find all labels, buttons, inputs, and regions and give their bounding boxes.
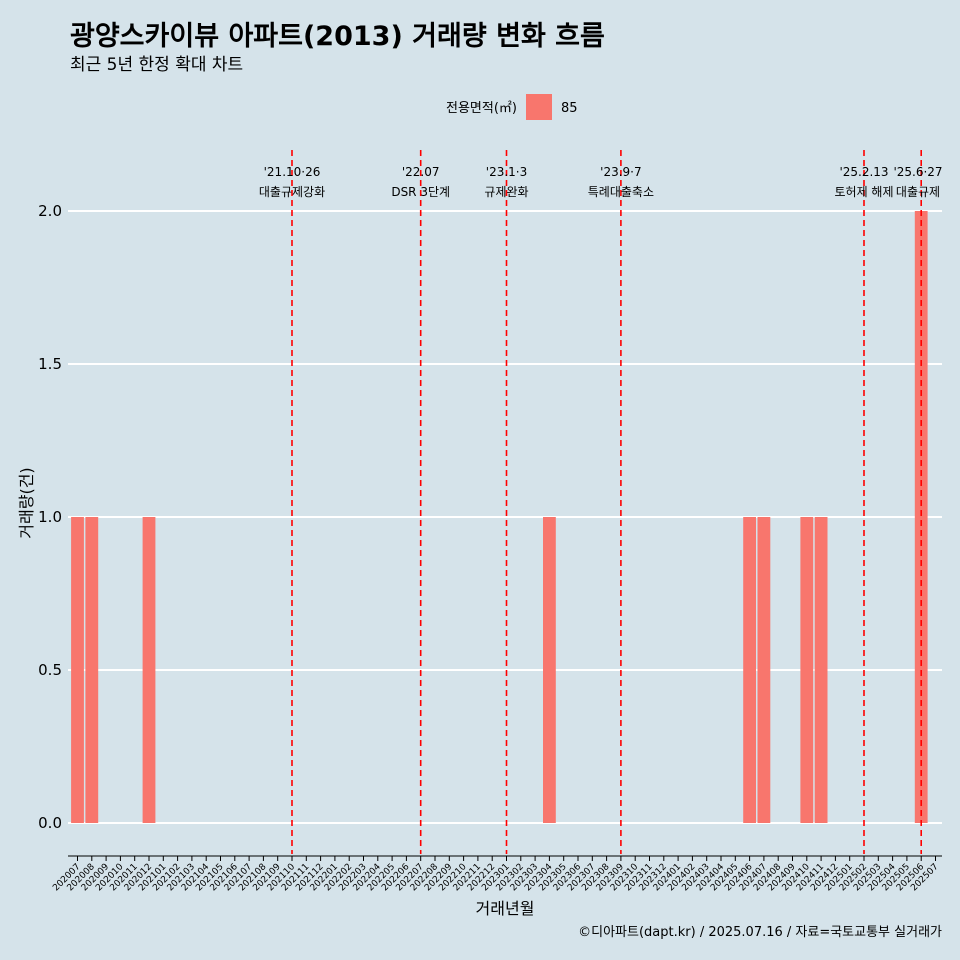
- event-name-label: 대출규제강화: [259, 185, 325, 199]
- bar-202012: [142, 517, 156, 823]
- y-axis: 0.0 0.5 1.0 1.5 2.0: [38, 202, 62, 832]
- event-date-label: '23.1·3: [486, 165, 527, 179]
- bars: [71, 211, 928, 823]
- chart-subtitle: 최근 5년 한정 확대 차트: [70, 55, 243, 75]
- event-name-label: 규제완화: [484, 185, 528, 199]
- bar-202406: [743, 517, 756, 823]
- y-tick-label: 1.5: [38, 355, 62, 373]
- legend-title: 전용면적(㎡): [446, 101, 517, 116]
- x-axis-title: 거래년월: [476, 899, 535, 918]
- y-tick-label: 0.5: [38, 661, 62, 679]
- event-name-label: 특례대출축소: [588, 185, 654, 199]
- event-date-label: '22.07: [402, 165, 440, 179]
- y-axis-title: 거래량(건): [17, 467, 36, 538]
- bar-202411: [814, 517, 828, 823]
- bar-202506: [914, 211, 928, 823]
- grid: [68, 210, 942, 824]
- bar-202410: [800, 517, 814, 823]
- bar-202007: [71, 517, 84, 823]
- bar-202407: [757, 517, 771, 823]
- event-date-label: '25.2.13: [839, 165, 888, 179]
- event-date-label: '21.10·26: [264, 165, 321, 179]
- caption: ©디아파트(dapt.kr) / 2025.07.16 / 자료=국토교통부 실…: [578, 925, 942, 940]
- y-tick-label: 1.0: [38, 508, 62, 526]
- legend-label-85: 85: [561, 101, 578, 116]
- event-date-label: '25.6·27: [893, 165, 942, 179]
- y-tick-label: 0.0: [38, 814, 62, 832]
- chart-title: 광양스카이뷰 아파트(2013) 거래량 변화 흐름: [70, 21, 605, 52]
- event-name-label: 대출규제: [896, 185, 940, 199]
- event-markers: '21.10·26 대출규제강화 '22.07 DSR 3단계 '23.1·3 규제완화 '…: [259, 150, 943, 854]
- x-axis: 2020072020082020092020102020112020122021…: [51, 855, 942, 893]
- legend: 전용면적(㎡) 85: [446, 94, 578, 120]
- event-name-label: 토허제 해제: [834, 185, 893, 199]
- bar-202008: [85, 517, 99, 823]
- bar-202304: [543, 517, 556, 823]
- event-name-label: DSR 3단계: [391, 185, 450, 199]
- event-date-label: '23.9·7: [600, 165, 641, 179]
- y-tick-label: 2.0: [38, 202, 62, 220]
- legend-swatch-85: [526, 94, 552, 120]
